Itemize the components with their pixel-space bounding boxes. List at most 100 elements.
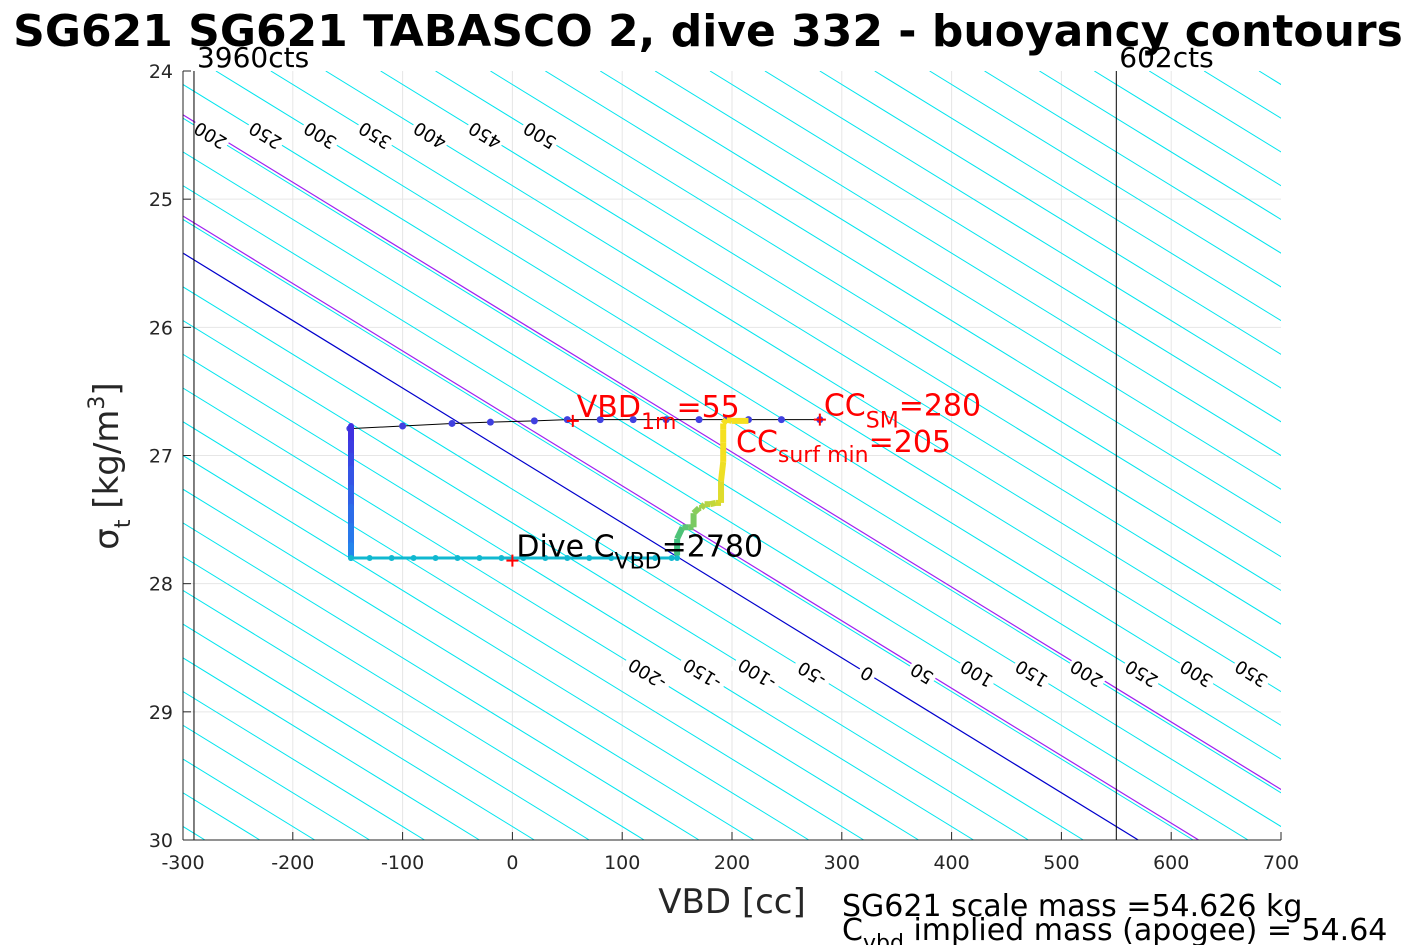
axes: -300 -200 -100 0 100 200 300 400 500 600 700242526… <box>149 61 1299 874</box>
contour-label-text: 50 <box>907 658 938 688</box>
x-axis-label: VBD [cc] <box>658 882 806 922</box>
cc-surf-min-label: CCsurf min=205 <box>736 425 951 468</box>
bottom-point <box>498 555 505 562</box>
contour-line <box>764 71 1281 389</box>
y-axis-label-sup: 3 <box>85 396 110 410</box>
surface-point <box>777 416 785 424</box>
bottom-point <box>652 555 659 562</box>
contour-label: 50 <box>904 656 940 691</box>
surface-point <box>448 419 456 427</box>
contour-line <box>183 252 1139 840</box>
contour-line <box>183 488 755 840</box>
climb-trace-segment <box>674 525 686 541</box>
contour-label: 350 <box>1228 653 1274 693</box>
x-tick-label: 500 <box>1043 852 1079 874</box>
vbd-limit-label: 602cts <box>1119 41 1213 74</box>
bottom-point <box>476 555 483 562</box>
contour-line <box>183 522 700 840</box>
contour-line <box>325 71 1281 659</box>
contour-label: 350 <box>352 115 398 155</box>
contour-line <box>599 71 1281 490</box>
surface-point <box>629 416 637 424</box>
footer-scale-mass: SG621 scale mass =54.626 kg <box>842 889 1302 924</box>
contour-line <box>215 71 1281 726</box>
contour-line <box>183 151 1281 828</box>
contour-line <box>183 83 1281 760</box>
contour-line <box>183 218 1194 840</box>
contour-line <box>1369 71 1417 840</box>
bottom-point <box>432 555 439 562</box>
dive-point <box>347 484 354 491</box>
contour-line <box>545 71 1281 524</box>
y-axis-label-symbol: σ <box>87 528 127 550</box>
contour-label: 300 <box>1174 653 1219 693</box>
x-tick-label: 600 <box>1153 852 1189 874</box>
dive-point <box>347 465 354 472</box>
bottom-point <box>520 555 527 562</box>
bottom-point <box>668 555 675 562</box>
x-tick-label: -200 <box>271 852 314 874</box>
footer-implied-mass: Cvbd implied mass (apogee) = 54.64 <box>842 913 1387 945</box>
contour-line <box>183 691 425 840</box>
chart-title: SG621 SG621 TABASCO 2, dive 332 - buoyan… <box>13 6 1403 57</box>
contour-line <box>183 215 1199 840</box>
y-tick-label: 25 <box>149 189 173 211</box>
bottom-point <box>542 555 549 562</box>
x-tick-label: -100 <box>381 852 424 874</box>
contour-line <box>1039 71 1281 220</box>
x-tick-label: 300 <box>824 852 860 874</box>
x-tick-label: 100 <box>604 852 640 874</box>
bottom-point <box>586 555 593 562</box>
contour-label: 200 <box>1064 653 1110 693</box>
contour-label: 450 <box>462 115 508 155</box>
y-tick-label: 30 <box>149 830 173 852</box>
surface-point <box>486 418 494 426</box>
contour-line <box>1314 71 1417 840</box>
contour-label: 100 <box>954 653 1000 693</box>
x-tick-label: 400 <box>933 852 969 874</box>
climb-trace-segment <box>691 505 702 516</box>
contour-label: 400 <box>407 115 453 155</box>
surface-point <box>662 416 670 424</box>
contour-line <box>929 71 1281 288</box>
contour-line <box>819 71 1281 355</box>
dive-point <box>347 439 354 446</box>
x-tick-label: 700 <box>1263 852 1299 874</box>
climb-trace-segment <box>698 502 707 511</box>
contour-label: 250 <box>1119 653 1164 693</box>
y-axis-label-sub: t <box>111 519 136 528</box>
contour-line <box>183 320 1029 840</box>
contour-line <box>183 589 590 840</box>
contour-line <box>183 185 1249 840</box>
contour-label: -200 <box>620 650 675 696</box>
bottom-point <box>347 555 354 562</box>
contour-line <box>183 657 480 840</box>
contour-label: 0 <box>854 659 881 688</box>
contour-line <box>270 71 1281 693</box>
dive-point <box>347 542 354 549</box>
contour-line <box>183 286 1084 840</box>
contour-line <box>874 71 1281 322</box>
y-axis-label-units: [kg/m <box>87 410 127 509</box>
climb-trace-segment <box>718 461 727 482</box>
y-tick-label: 27 <box>149 446 173 468</box>
contour-line <box>183 556 645 840</box>
contour-label: 300 <box>297 115 343 155</box>
surface-point <box>695 416 703 424</box>
x-tick-label: 0 <box>506 852 518 874</box>
contour-line <box>183 114 1281 791</box>
marker-label: Dive CVBD=2780 <box>516 530 763 575</box>
bottom-point <box>608 555 615 562</box>
contour-line <box>984 71 1281 254</box>
y-tick-label: 26 <box>149 317 173 339</box>
y-tick-label: 24 <box>149 61 173 83</box>
climb-trace-segment <box>720 417 729 426</box>
contour-line <box>1258 71 1281 86</box>
y-axis-label-close: ] <box>87 382 127 395</box>
contour-label: 250 <box>242 115 288 155</box>
vbd-limit-label: 3960cts <box>197 41 309 74</box>
contour-label: 150 <box>1009 653 1055 693</box>
bottom-point <box>388 555 395 562</box>
x-tick-label: 200 <box>714 852 750 874</box>
